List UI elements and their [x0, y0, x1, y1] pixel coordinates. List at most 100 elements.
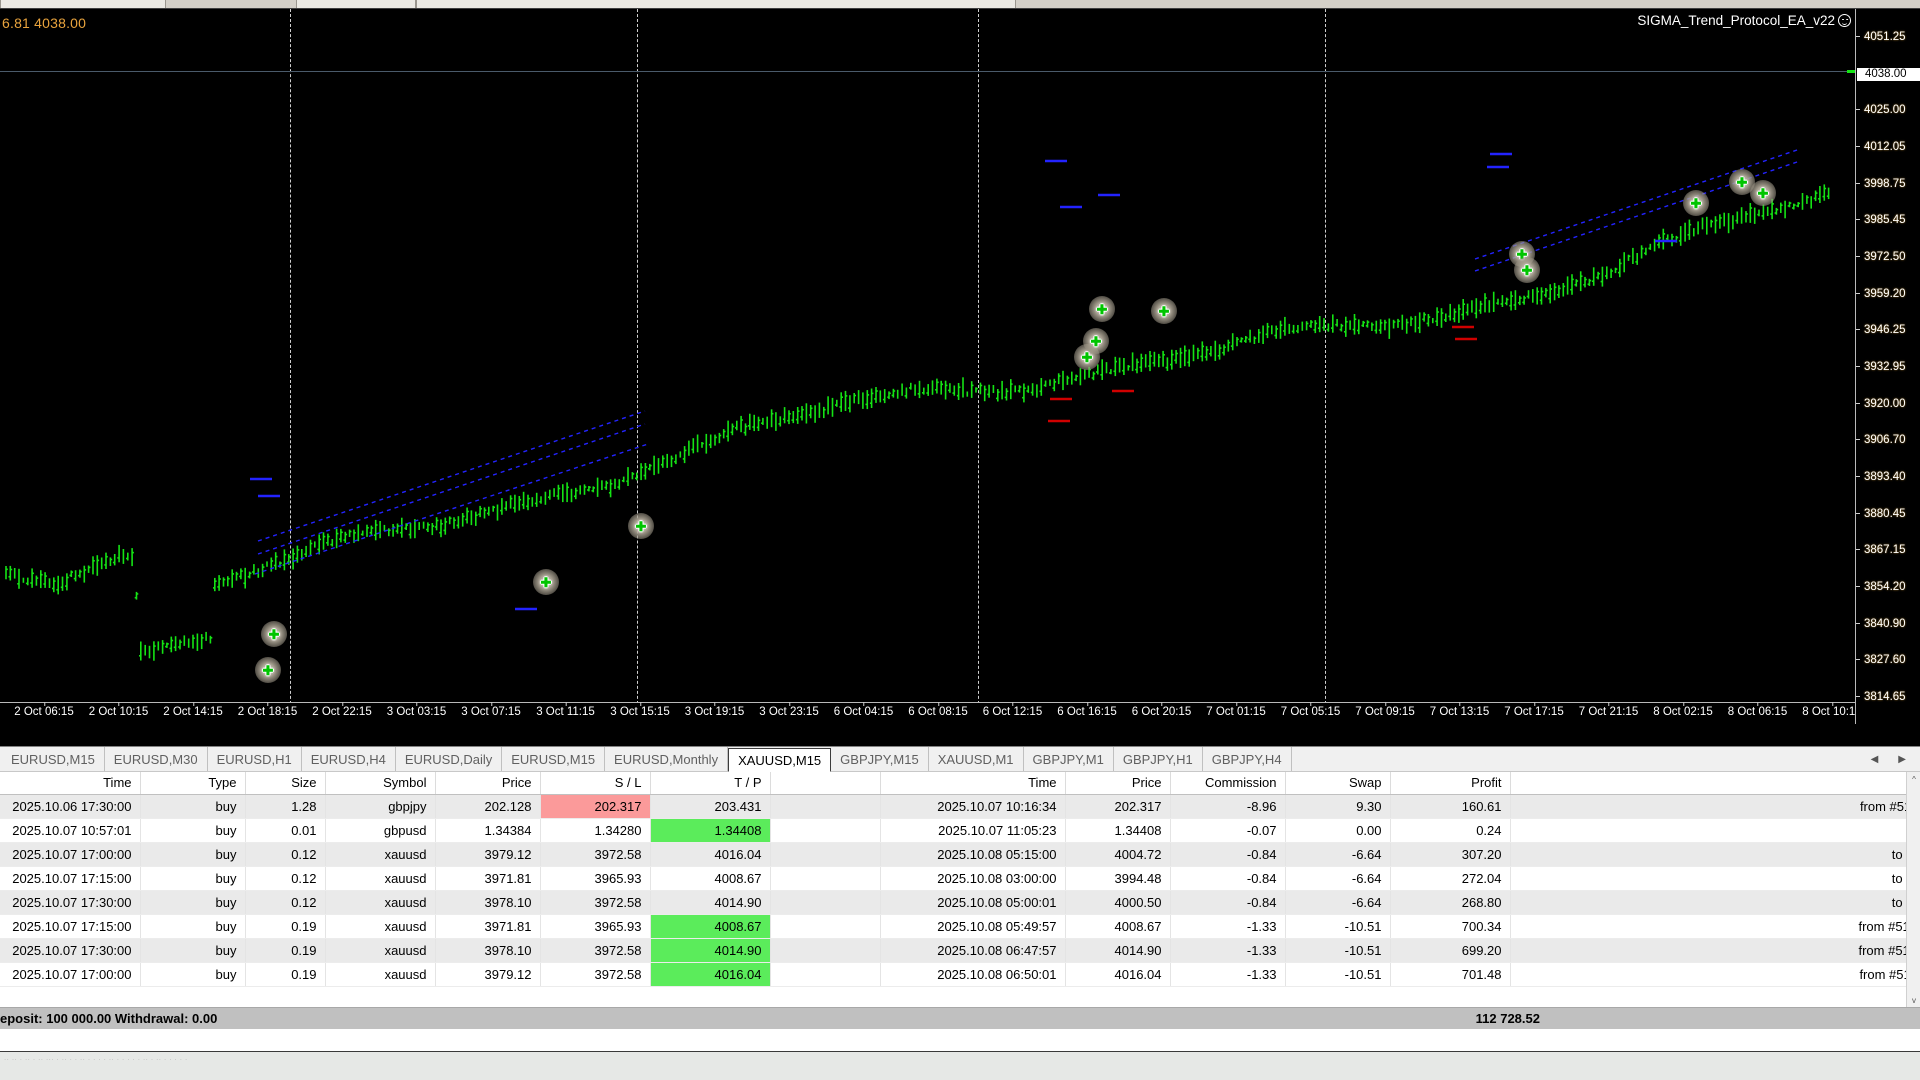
table-row[interactable]: 2025.10.07 10:57:01 buy 0.01 gbpusd 1.34384 1…: [0, 818, 1920, 843]
cell-sl: 3972.58: [540, 962, 651, 987]
table-row[interactable]: 2025.10.07 17:30:00 buy 0.12 xauusd 3978.10 3…: [0, 890, 1920, 915]
trade-marker[interactable]: ✚: [261, 621, 287, 647]
chart-tab-gbpjpy-m15[interactable]: GBPJPY,M15: [831, 747, 929, 771]
chart-tab-xauusd-m15[interactable]: XAUUSD,M15: [728, 748, 832, 772]
table-row[interactable]: 2025.10.07 17:15:00 buy 0.12 xauusd 3971.81 3…: [0, 866, 1920, 891]
chart-tab-eurusd-monthly[interactable]: EURUSD,Monthly: [605, 747, 729, 771]
time-axis-tick: 2 Oct 06:15: [14, 702, 74, 718]
chart-tab-eurusd-m15[interactable]: EURUSD,M15: [2, 747, 105, 771]
cell-commission: -1.33: [1170, 962, 1286, 987]
price-axis-tick: 3946.25: [1856, 323, 1920, 337]
chart-tab-gbpjpy-m1[interactable]: GBPJPY,M1: [1024, 747, 1114, 771]
chart-tab-eurusd-daily[interactable]: EURUSD,Daily: [396, 747, 503, 771]
column-header-comment[interactable]: Comment: [1510, 772, 1920, 795]
cell-comment: from #511621264[tp]: [1510, 938, 1920, 963]
scroll-down-icon[interactable]: v: [1907, 993, 1920, 1007]
account-summary-bar: eposit: 100 000.00 Withdrawal: 0.00 112 …: [0, 1007, 1920, 1029]
chart-tab-eurusd-h4[interactable]: EURUSD,H4: [302, 747, 396, 771]
column-header-spacer[interactable]: [770, 772, 881, 795]
cell-price: 3979.12: [435, 842, 541, 867]
trade-marker[interactable]: ✚: [628, 513, 654, 539]
trade-marker[interactable]: ✚: [1089, 296, 1115, 322]
cell-close-price: 4016.04: [1065, 962, 1171, 987]
cell-close-price: 202.317: [1065, 794, 1171, 819]
chart-tab-bar[interactable]: EURUSD,M15 EURUSD,M30 EURUSD,H1 EURUSD,H4 EU…: [0, 746, 1920, 772]
tab-scroll-left-icon[interactable]: ◀: [1870, 753, 1879, 765]
cell-time: 2025.10.07 17:30:00: [0, 890, 141, 915]
column-header-price[interactable]: Price: [435, 772, 541, 795]
cell-spacer: [770, 794, 881, 819]
column-header-swap[interactable]: Swap: [1285, 772, 1391, 795]
column-header-size[interactable]: Size: [245, 772, 326, 795]
trade-marker[interactable]: ✚: [255, 657, 281, 683]
trade-marker[interactable]: ✚: [1083, 328, 1109, 354]
cell-tp: 4014.90: [650, 890, 771, 915]
chart-tab-gbpjpy-h1[interactable]: GBPJPY,H1: [1114, 747, 1203, 771]
chart-tab-gbpjpy-h4[interactable]: GBPJPY,H4: [1203, 747, 1292, 771]
cell-size: 0.01: [245, 818, 326, 843]
chart-tab-eurusd-m30[interactable]: EURUSD,M30: [105, 747, 208, 771]
cell-commission: -1.33: [1170, 914, 1286, 939]
chart-tab-label: GBPJPY,H4: [1211, 751, 1282, 767]
chart-canvas[interactable]: 6.81 4038.00 SIGMA_Trend_Protocol_EA_v22: [0, 9, 1855, 724]
price-axis[interactable]: 4051.25 4038.00 4025.00 4012.05 3998.75 3985.…: [1855, 9, 1920, 724]
cell-sl: 1.34280: [540, 818, 651, 843]
cell-close-price: 3994.48: [1065, 866, 1171, 891]
chart-tab-eurusd-m15[interactable]: EURUSD,M15: [502, 747, 606, 771]
time-axis-tick: 2 Oct 18:15: [237, 702, 298, 718]
cell-type: buy: [140, 914, 246, 939]
chart-tab-eurusd-h1[interactable]: EURUSD,H1: [208, 747, 302, 771]
chart-tab-label: GBPJPY,H1: [1122, 751, 1193, 767]
table-vertical-scrollbar[interactable]: ^ v: [1906, 772, 1920, 1007]
trade-marker[interactable]: ✚: [1151, 298, 1177, 324]
cell-spacer: [770, 818, 881, 843]
column-header-time[interactable]: Time: [0, 772, 141, 795]
column-header-type[interactable]: Type: [140, 772, 246, 795]
cell-type: buy: [140, 890, 246, 915]
trade-marker[interactable]: ✚: [1683, 190, 1709, 216]
total-profit-value: 112 728.52: [1475, 1011, 1540, 1026]
time-axis-tick: 8 Oct 02:15: [1653, 702, 1713, 718]
buy-arrow-icon: ✚: [262, 662, 274, 678]
chart-tab-label: EURUSD,M30: [113, 751, 198, 767]
chart-panel[interactable]: 6.81 4038.00 SIGMA_Trend_Protocol_EA_v22: [0, 9, 1920, 746]
tab-scroll-right-icon[interactable]: ▶: [1898, 753, 1906, 765]
time-axis: 2 Oct 06:15 2 Oct 10:15 2 Oct 14:15 2 Oct 1…: [0, 702, 1855, 724]
column-header-t-p[interactable]: T / P: [650, 772, 771, 795]
cell-tp: 4016.04: [650, 962, 771, 987]
cell-type: buy: [140, 938, 246, 963]
terminal-bottom-pane[interactable]: .. .. . .. . .. ... . .. . . .. . . . . …: [0, 1051, 1920, 1080]
trade-marker[interactable]: ✚: [533, 569, 559, 595]
trade-marker[interactable]: ✚: [1514, 257, 1540, 283]
cell-close-time: 2025.10.08 05:15:00: [880, 842, 1066, 867]
tab-nav-controls[interactable]: ◀ ▶: [1857, 747, 1920, 771]
trade-marker[interactable]: ✚: [1750, 180, 1776, 206]
cell-size: 0.19: [245, 938, 326, 963]
table-row[interactable]: 2025.10.07 17:30:00 buy 0.19 xauusd 3978.10 3…: [0, 938, 1920, 963]
price-axis-tick: 3932.95: [1856, 360, 1920, 374]
column-header-commission[interactable]: Commission: [1170, 772, 1286, 795]
time-axis-tick: 3 Oct 07:15: [461, 702, 521, 718]
buy-arrow-icon: ✚: [540, 574, 552, 590]
time-axis-tick: 7 Oct 13:15: [1429, 702, 1490, 718]
cell-symbol: xauusd: [325, 962, 436, 987]
column-header-symbol[interactable]: Symbol: [325, 772, 436, 795]
table-row[interactable]: 2025.10.07 17:00:00 buy 0.19 xauusd 3979.12 3…: [0, 962, 1920, 987]
column-header-time[interactable]: Time: [880, 772, 1066, 795]
table-row[interactable]: 2025.10.06 17:30:00 buy 1.28 gbpjpy 202.128 2…: [0, 794, 1920, 819]
cell-time: 2025.10.06 17:30:00: [0, 794, 141, 819]
chart-tab-label: XAUUSD,M15: [738, 752, 822, 768]
cell-swap: -10.51: [1285, 962, 1391, 987]
scroll-up-icon[interactable]: ^: [1907, 772, 1920, 786]
chart-tab-label: EURUSD,H4: [310, 751, 386, 767]
table-row[interactable]: 2025.10.07 17:15:00 buy 0.19 xauusd 3971.81 3…: [0, 914, 1920, 939]
table-row[interactable]: 2025.10.07 17:00:00 buy 0.12 xauusd 3979.12 3…: [0, 842, 1920, 867]
chart-tab-label: EURUSD,M15: [511, 751, 596, 767]
column-header-price[interactable]: Price: [1065, 772, 1171, 795]
time-axis-tick: 6 Oct 08:15: [908, 702, 968, 718]
column-header-profit[interactable]: Profit: [1390, 772, 1511, 795]
cell-spacer: [770, 938, 881, 963]
chart-tab-xauusd-m1[interactable]: XAUUSD,M1: [929, 747, 1024, 771]
column-header-s-l[interactable]: S / L: [540, 772, 651, 795]
